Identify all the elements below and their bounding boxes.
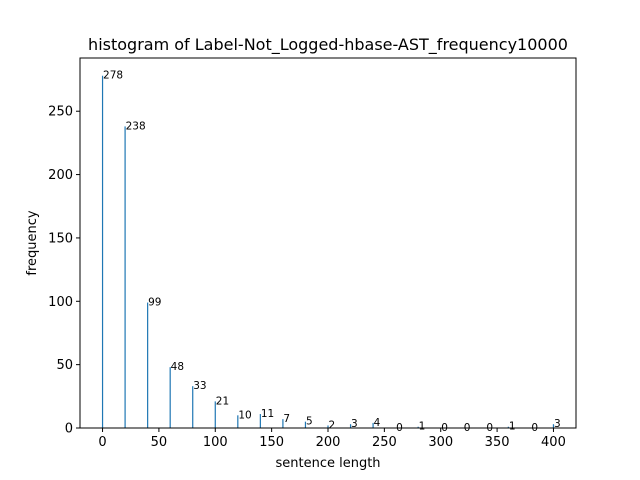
histogram-bar — [304, 421, 307, 428]
chart-title: histogram of Label-Not_Logged-hbase-AST_… — [88, 35, 568, 55]
x-tick-label: 0 — [98, 435, 106, 450]
histogram-bar — [349, 424, 352, 428]
x-tick-label: 400 — [541, 435, 566, 450]
data-label: 48 — [171, 361, 184, 373]
y-axis: 0 50 100 150 200 250 — [48, 105, 80, 437]
y-tick-label: 150 — [48, 231, 73, 246]
histogram-bar — [192, 386, 194, 428]
data-label: 11 — [261, 408, 274, 420]
histogram-bar — [282, 419, 284, 428]
data-label: 1 — [509, 421, 516, 433]
histogram-bar — [507, 426, 509, 428]
data-label: 10 — [238, 409, 251, 421]
data-label: 278 — [103, 70, 123, 82]
x-tick-label: 50 — [151, 435, 168, 450]
y-tick-label: 50 — [56, 358, 73, 373]
data-label: 1 — [419, 421, 426, 433]
y-tick-label: 0 — [65, 422, 73, 437]
histogram-bar — [214, 401, 216, 428]
data-label: 99 — [148, 297, 161, 309]
histogram-bar — [259, 414, 261, 428]
data-label: 7 — [283, 413, 290, 425]
x-axis: 0 50 100 150 200 250 300 350 400 — [98, 428, 566, 450]
plot-frame — [79, 57, 577, 429]
histogram-bar — [124, 126, 126, 429]
data-label: 3 — [351, 418, 358, 430]
histogram-bar — [327, 425, 329, 428]
data-label: 4 — [374, 417, 381, 429]
histogram-bar — [552, 424, 555, 428]
x-tick-label: 350 — [485, 435, 510, 450]
y-tick-label: 200 — [48, 168, 73, 183]
histogram-bar — [417, 426, 419, 428]
x-tick-label: 200 — [316, 435, 341, 450]
bars-group — [101, 75, 555, 429]
x-axis-label: sentence length — [275, 456, 380, 471]
x-tick-label: 300 — [428, 435, 453, 450]
y-axis-label: frequency — [25, 210, 40, 276]
x-tick-label: 150 — [259, 435, 284, 450]
data-label: 3 — [554, 418, 561, 430]
y-tick-label: 100 — [48, 295, 73, 310]
histogram-bar — [147, 302, 149, 428]
histogram-bar — [237, 415, 239, 428]
x-tick-label: 100 — [203, 435, 228, 450]
histogram-bar — [372, 422, 374, 428]
x-tick-label: 250 — [372, 435, 397, 450]
histogram-bar — [169, 367, 171, 428]
data-label: 21 — [216, 395, 229, 407]
data-label: 33 — [193, 380, 206, 392]
histogram-bar — [101, 75, 104, 429]
y-tick-label: 250 — [48, 105, 73, 120]
data-label: 5 — [306, 416, 313, 428]
data-label: 2 — [329, 419, 336, 431]
data-label: 238 — [126, 120, 146, 132]
